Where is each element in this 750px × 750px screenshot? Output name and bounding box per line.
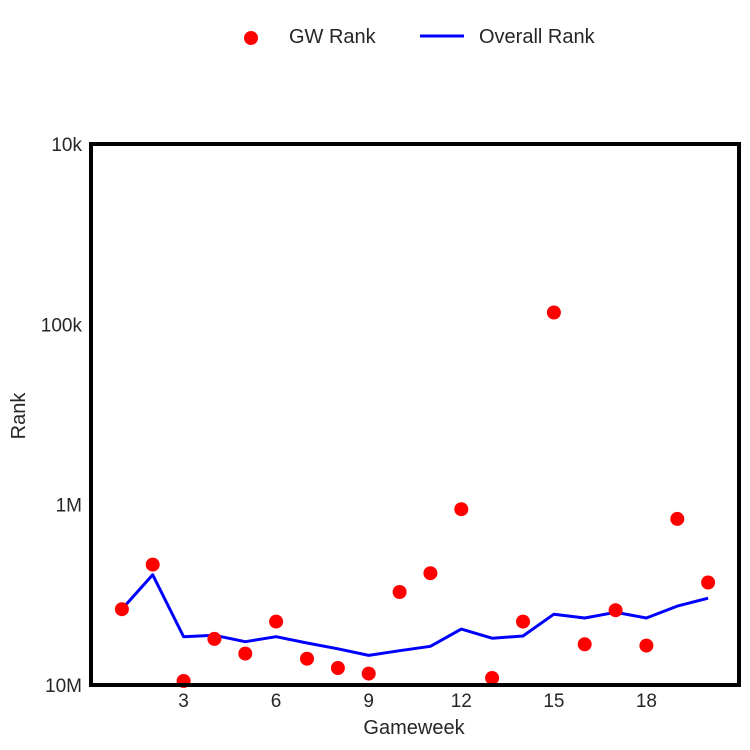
gw-rank-point: [670, 511, 685, 526]
gw-rank-point: [238, 646, 253, 661]
x-tick-label: 18: [636, 691, 657, 712]
x-tick-label: 9: [363, 691, 374, 712]
gw-rank-point: [145, 557, 160, 572]
plot-frame: [89, 142, 741, 687]
x-axis-label: Gameweek: [363, 717, 465, 739]
x-tick-label: 3: [178, 691, 189, 712]
legend-gw-rank-marker: [244, 31, 258, 45]
gw-rank-point: [485, 671, 500, 685]
gw-rank-point: [269, 614, 284, 629]
legend-gw-rank-label: GW Rank: [289, 26, 377, 48]
gw-rank-point: [300, 651, 314, 666]
legend: GW Rank Overall Rank: [244, 26, 596, 48]
gw-rank-point: [608, 603, 623, 618]
x-tick-label: 15: [543, 691, 564, 712]
plot-area: [114, 305, 716, 688]
y-tick-label: 100k: [41, 315, 83, 336]
gw-rank-point: [361, 666, 376, 681]
gw-rank-point: [207, 631, 222, 646]
gw-rank-point: [546, 305, 561, 320]
legend-overall-rank-label: Overall Rank: [479, 26, 596, 48]
gw-rank-point: [516, 614, 530, 629]
gw-rank-point: [701, 575, 716, 590]
gw-rank-point: [114, 602, 129, 617]
gw-rank-point: [639, 638, 654, 653]
x-axis: 3 6 9 12 15 18: [178, 691, 657, 712]
gw-rank-point: [423, 566, 438, 581]
y-axis: 10k 100k 1M 10M: [41, 135, 83, 697]
y-tick-label: 1M: [56, 496, 82, 517]
x-tick-label: 6: [271, 691, 282, 712]
y-tick-label: 10k: [51, 135, 82, 156]
x-tick-label: 12: [451, 691, 472, 712]
y-tick-label: 10M: [45, 676, 82, 697]
y-axis-label: Rank: [8, 392, 30, 440]
gw-rank-point: [577, 637, 592, 652]
gw-rank-point: [454, 502, 469, 517]
gw-rank-point: [392, 585, 407, 599]
gw-rank-point: [330, 661, 345, 675]
